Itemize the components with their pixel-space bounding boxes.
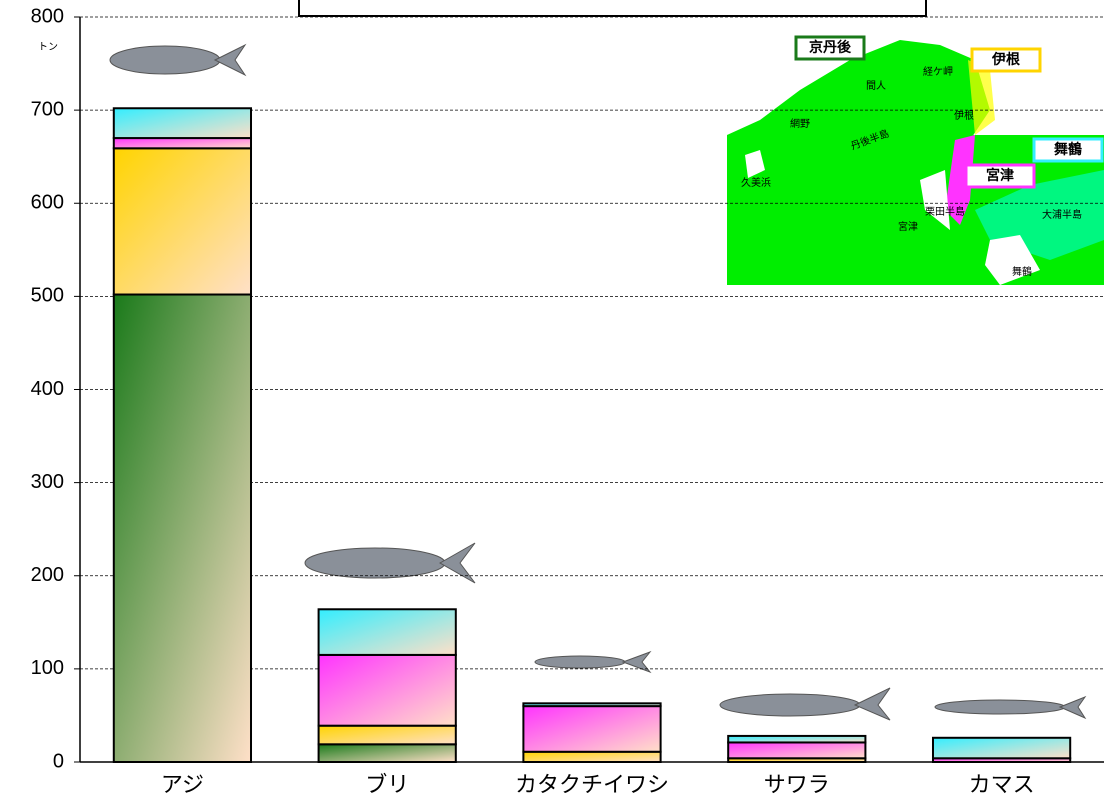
legend-label: 宮津 xyxy=(986,167,1014,184)
legend-box xyxy=(1032,137,1104,163)
bar-segment xyxy=(522,705,662,753)
x-tick-label: カタクチイワシ xyxy=(515,773,669,798)
map-label: 栗田半島 xyxy=(925,205,965,218)
map-label: 大浦半島 xyxy=(1042,208,1082,221)
bar-segment xyxy=(317,653,457,727)
bar-segment xyxy=(727,734,867,744)
y-axis-label: トン xyxy=(38,42,58,53)
y-tick-label: 300 xyxy=(31,471,64,493)
fish-images xyxy=(109,43,1087,721)
y-tick-label: 400 xyxy=(31,378,64,400)
legend-label: 舞鶴 xyxy=(1054,141,1082,158)
bar-segment xyxy=(112,137,253,150)
legend-box xyxy=(970,47,1042,73)
map-label: 間人 xyxy=(866,80,886,92)
title-box xyxy=(298,0,927,17)
x-tick-label: アジ xyxy=(161,773,204,798)
bar-segment xyxy=(727,741,867,760)
y-tick-label: 800 xyxy=(31,5,64,27)
y-tick-label: 500 xyxy=(31,285,64,307)
legend-box xyxy=(964,163,1036,189)
y-tick-label: 200 xyxy=(31,564,64,586)
y-tick-label: 0 xyxy=(53,750,64,772)
legend-box xyxy=(794,35,866,61)
map-label: 舞鶴 xyxy=(1012,265,1032,278)
bar-segment xyxy=(931,736,1072,760)
bar-segment xyxy=(317,743,457,764)
map-label: 網野 xyxy=(790,117,810,130)
y-tick-label: 700 xyxy=(31,98,64,120)
x-tick-label: カマス xyxy=(969,773,1035,798)
map-label: 伊根 xyxy=(954,109,974,122)
map-label: 経ケ岬 xyxy=(923,65,953,78)
bar-segment xyxy=(522,750,662,763)
bar-segment xyxy=(112,147,253,296)
y-tick-label: 600 xyxy=(31,192,64,214)
legend-label: 伊根 xyxy=(991,51,1021,68)
bar-segment xyxy=(317,724,457,746)
x-tick-label: ブリ xyxy=(365,773,409,798)
x-tick-label: サワラ xyxy=(764,773,830,798)
map-label: 久美浜 xyxy=(741,176,771,189)
bar-segment xyxy=(522,702,662,708)
bar-segment xyxy=(112,107,253,140)
bar-segment xyxy=(317,608,457,656)
bar-segment xyxy=(112,293,253,763)
legend-label: 京丹後 xyxy=(809,39,852,56)
y-tick-label: 100 xyxy=(31,657,64,679)
map-label: 宮津 xyxy=(898,220,918,233)
